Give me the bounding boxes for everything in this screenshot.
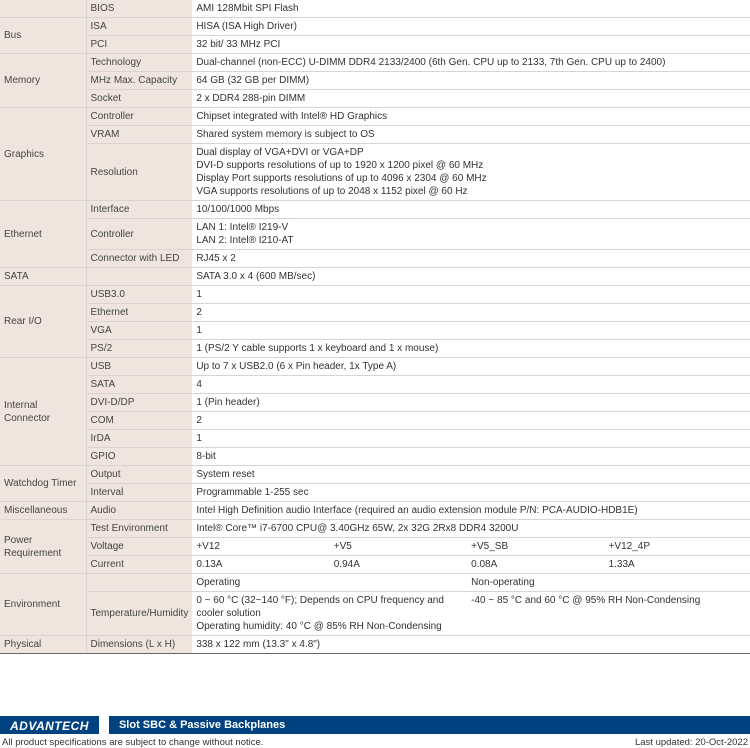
value-col: +V12_4P [609, 540, 746, 553]
value-cell: Chipset integrated with Intel® HD Graphi… [192, 108, 750, 126]
subcategory-cell [86, 268, 192, 286]
value-cell: 2 [192, 412, 750, 430]
category-cell: Environment [0, 574, 86, 636]
value-cell: 64 GB (32 GB per DIMM) [192, 72, 750, 90]
value-cell: System reset [192, 466, 750, 484]
subcategory-cell: Socket [86, 90, 192, 108]
subcategory-cell: Connector with LED [86, 250, 192, 268]
brand-bar: ADVANTECH Slot SBC & Passive Backplanes [0, 716, 750, 734]
value-cell: 10/100/1000 Mbps [192, 201, 750, 219]
subcategory-cell: Interval [86, 484, 192, 502]
value-cell: Programmable 1-255 sec [192, 484, 750, 502]
value-cell: RJ45 x 2 [192, 250, 750, 268]
value-cell: Up to 7 x USB2.0 (6 x Pin header, 1x Typ… [192, 358, 750, 376]
value-cell: 338 x 122 mm (13.3" x 4.8") [192, 636, 750, 654]
value-cell: 2 [192, 304, 750, 322]
subcategory-cell: Ethernet [86, 304, 192, 322]
value-cell: Intel® Core™ i7-6700 CPU@ 3.40GHz 65W, 2… [192, 520, 750, 538]
value-col: -40 ~ 85 °C and 60 °C @ 95% RH Non-Conde… [471, 594, 746, 633]
subcategory-cell: Dimensions (L x H) [86, 636, 192, 654]
value-cell: 1 (Pin header) [192, 394, 750, 412]
value-col: +V5_SB [471, 540, 608, 553]
subcategory-cell: VRAM [86, 126, 192, 144]
category-cell [0, 0, 86, 18]
value-col: +V12 [196, 540, 333, 553]
value-col: 0 ~ 60 °C (32~140 °F); Depends on CPU fr… [196, 594, 471, 633]
value-cell: SATA 3.0 x 4 (600 MB/sec) [192, 268, 750, 286]
subcategory-cell: BIOS [86, 0, 192, 18]
brand-logo: ADVANTECH [0, 716, 99, 734]
value-cell: 8-bit [192, 448, 750, 466]
subcategory-cell: DVI-D/DP [86, 394, 192, 412]
subcategory-cell: VGA [86, 322, 192, 340]
value-cell: +V12+V5+V5_SB+V12_4P [192, 538, 750, 556]
subcategory-cell: Controller [86, 108, 192, 126]
subcategory-cell: ISA [86, 18, 192, 36]
subcategory-cell: SATA [86, 376, 192, 394]
brand-title: Slot SBC & Passive Backplanes [109, 716, 750, 734]
subcategory-cell: COM [86, 412, 192, 430]
subcategory-cell: Current [86, 556, 192, 574]
category-cell: Watchdog Timer [0, 466, 86, 502]
subcategory-cell: GPIO [86, 448, 192, 466]
value-cell: Intel High Definition audio Interface (r… [192, 502, 750, 520]
footer: ADVANTECH Slot SBC & Passive Backplanes … [0, 716, 750, 748]
subcategory-cell: Test Environment [86, 520, 192, 538]
value-col: Non-operating [471, 576, 746, 589]
value-col: 0.08A [471, 558, 608, 571]
subcategory-cell: USB [86, 358, 192, 376]
value-cell: 0 ~ 60 °C (32~140 °F); Depends on CPU fr… [192, 592, 750, 636]
subcategory-cell: PS/2 [86, 340, 192, 358]
value-cell: HISA (ISA High Driver) [192, 18, 750, 36]
value-cell: 1 [192, 430, 750, 448]
subcategory-cell: Technology [86, 54, 192, 72]
subcategory-cell: Temperature/Humidity [86, 592, 192, 636]
category-cell: Internal Connector [0, 358, 86, 466]
value-cell: 4 [192, 376, 750, 394]
category-cell: Ethernet [0, 201, 86, 268]
value-col: Operating [196, 576, 471, 589]
category-cell: Power Requirement [0, 520, 86, 574]
subcategory-cell: MHz Max. Capacity [86, 72, 192, 90]
subcategory-cell: Controller [86, 219, 192, 250]
subcategory-cell: PCI [86, 36, 192, 54]
value-cell: 1 [192, 286, 750, 304]
subcategory-cell: Audio [86, 502, 192, 520]
value-cell: Dual-channel (non-ECC) U-DIMM DDR4 2133/… [192, 54, 750, 72]
value-col: +V5 [334, 540, 471, 553]
subcategory-cell: USB3.0 [86, 286, 192, 304]
footer-row: All product specifications are subject t… [0, 734, 750, 748]
value-col: 0.13A [196, 558, 333, 571]
value-cell: 0.13A0.94A0.08A1.33A [192, 556, 750, 574]
category-cell: Rear I/O [0, 286, 86, 358]
value-cell: Shared system memory is subject to OS [192, 126, 750, 144]
subcategory-cell: Interface [86, 201, 192, 219]
category-cell: Graphics [0, 108, 86, 201]
subcategory-cell: Output [86, 466, 192, 484]
value-cell: Dual display of VGA+DVI or VGA+DPDVI-D s… [192, 144, 750, 201]
subcategory-cell [86, 574, 192, 592]
disclaimer-text: All product specifications are subject t… [2, 737, 263, 748]
value-col: 0.94A [334, 558, 471, 571]
subcategory-cell: Resolution [86, 144, 192, 201]
spec-table: BIOSAMI 128Mbit SPI Flash BusISAHISA (ISA… [0, 0, 750, 654]
category-cell: Memory [0, 54, 86, 108]
value-cell: 2 x DDR4 288-pin DIMM [192, 90, 750, 108]
value-cell: 32 bit/ 33 MHz PCI [192, 36, 750, 54]
value-cell: 1 [192, 322, 750, 340]
subcategory-cell: Voltage [86, 538, 192, 556]
value-cell: AMI 128Mbit SPI Flash [192, 0, 750, 18]
category-cell: SATA [0, 268, 86, 286]
category-cell: Physical [0, 636, 86, 654]
value-cell: OperatingNon-operating [192, 574, 750, 592]
category-cell: Miscellaneous [0, 502, 86, 520]
last-updated: Last updated: 20-Oct-2022 [635, 737, 748, 748]
value-cell: 1 (PS/2 Y cable supports 1 x keyboard an… [192, 340, 750, 358]
value-col: 1.33A [609, 558, 746, 571]
category-cell: Bus [0, 18, 86, 54]
subcategory-cell: IrDA [86, 430, 192, 448]
brand-sep [99, 716, 109, 734]
value-cell: LAN 1: Intel® I219-VLAN 2: Intel® I210-A… [192, 219, 750, 250]
